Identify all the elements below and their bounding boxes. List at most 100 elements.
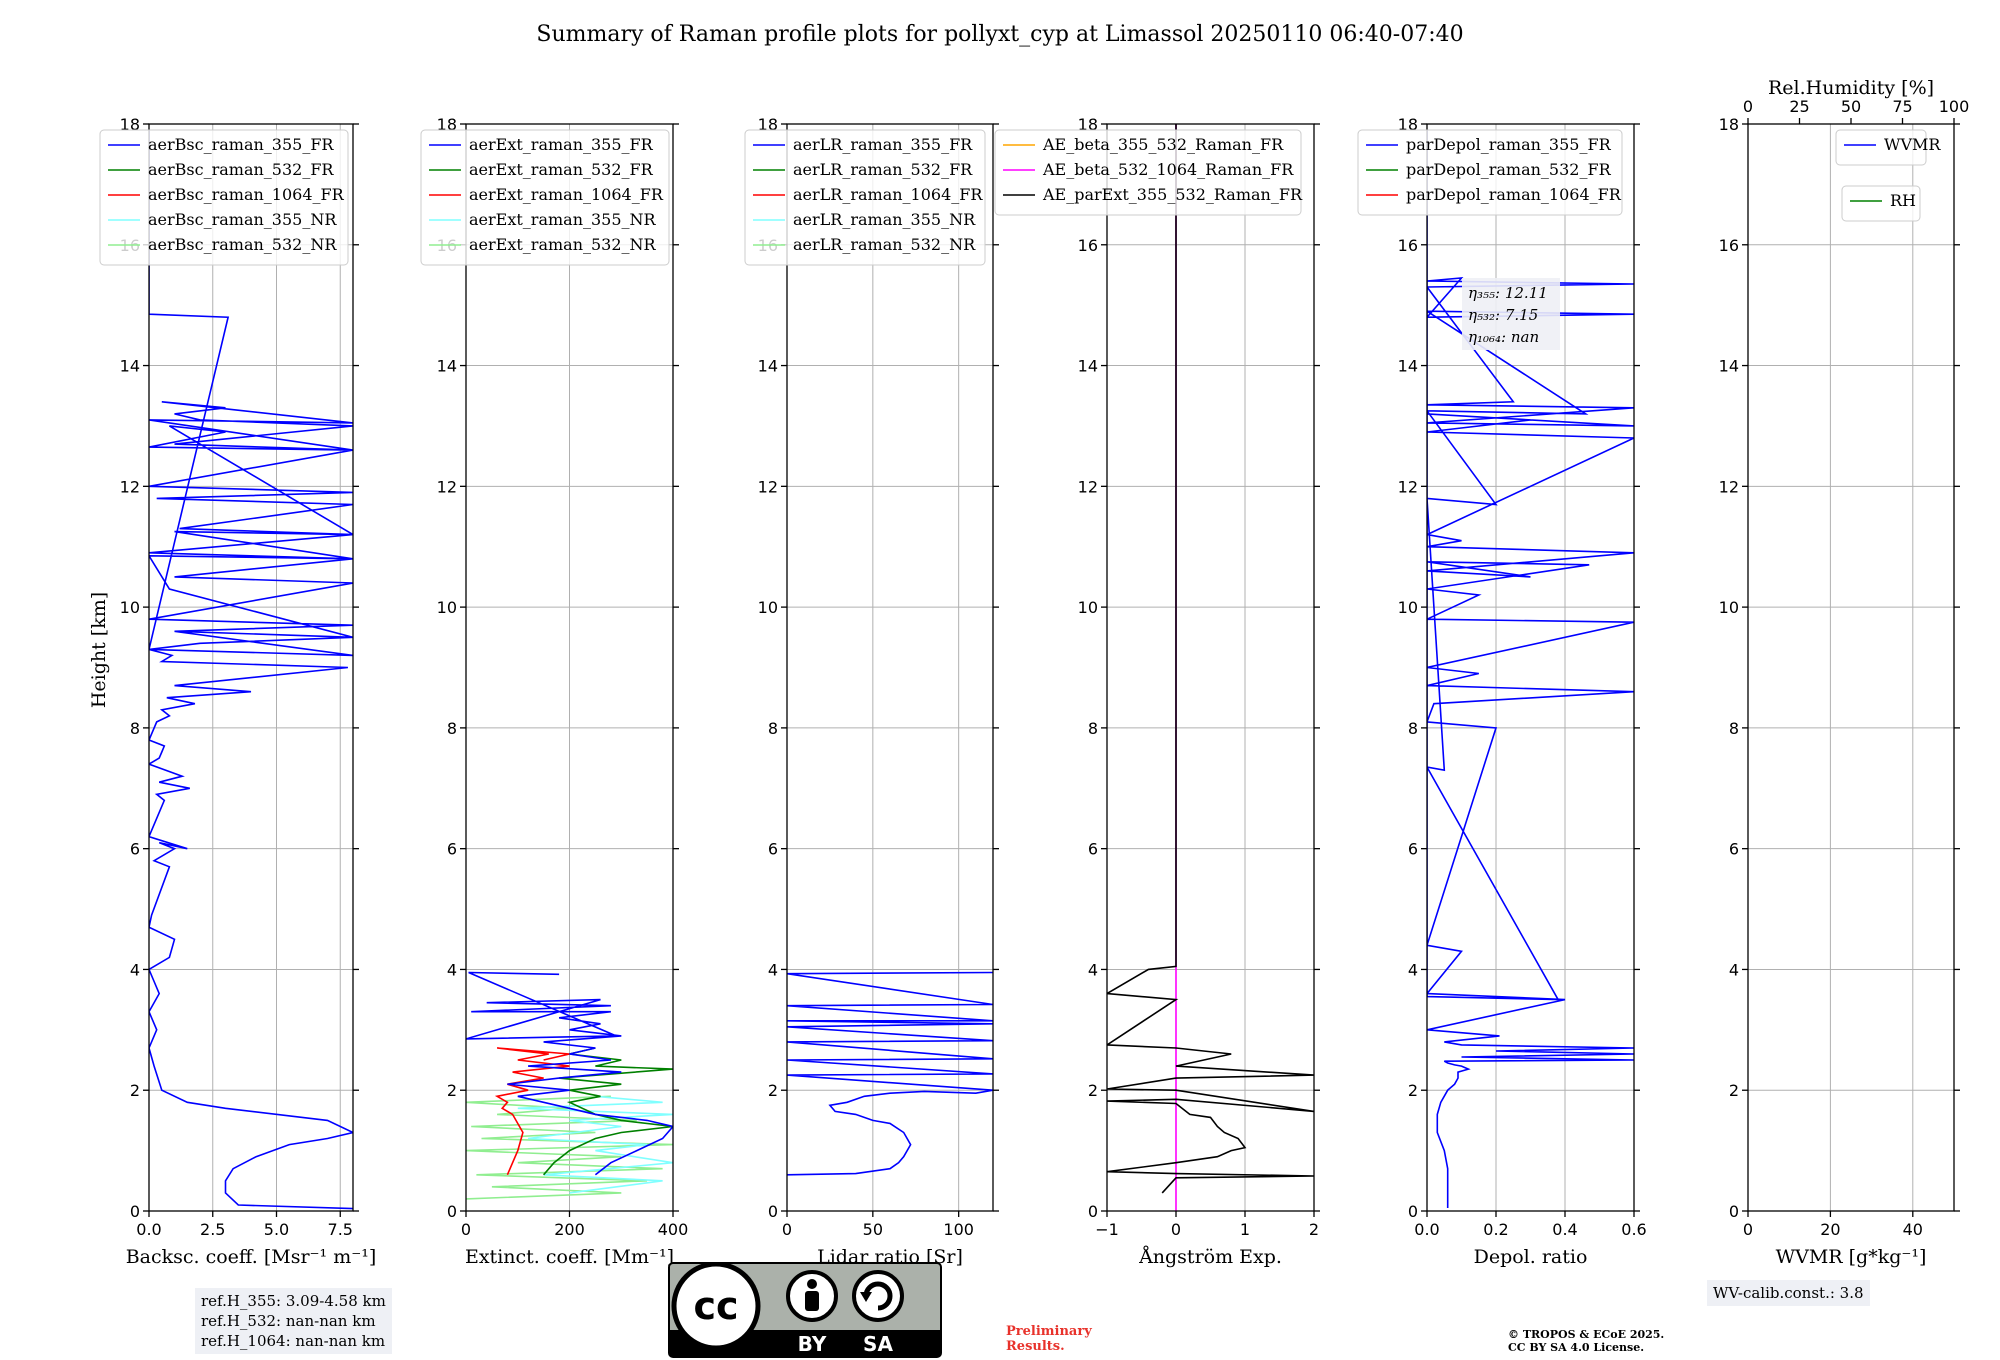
x-tick-label: 0	[461, 1220, 471, 1239]
y-tick-label: 12	[1719, 477, 1739, 496]
ref-height-532: ref.H_532: nan-nan km	[201, 1312, 376, 1330]
legend-entry: aerBsc_raman_355_NR	[148, 210, 337, 229]
person-icon	[786, 1270, 838, 1322]
x-axis-label: Backsc. coeff. [Msr⁻¹ m⁻¹]	[126, 1246, 377, 1268]
series-aerLR_raman_355_FR	[787, 971, 993, 1176]
copyright-note: © TROPOS & ECoE 2025. CC BY SA 4.0 Licen…	[1508, 1328, 1664, 1354]
y-tick-label: 8	[130, 719, 140, 738]
x-tick-label: 0.4	[1552, 1220, 1577, 1239]
legend-entry: aerLR_raman_532_FR	[793, 160, 973, 179]
sa-text: SA	[863, 1332, 893, 1356]
legend-box	[1841, 185, 1921, 222]
legend-entry: parDepol_raman_355_FR	[1406, 135, 1612, 154]
x-tick-label: 20	[1820, 1220, 1840, 1239]
y-tick-label: 8	[1729, 719, 1739, 738]
y-tick-label: 16	[1078, 236, 1098, 255]
x-tick-label: 0.6	[1621, 1220, 1646, 1239]
legend-entry: AE_parExt_355_532_Raman_FR	[1042, 185, 1303, 204]
x-tick-label: 50	[863, 1220, 883, 1239]
y-tick-label: 8	[768, 719, 778, 738]
x-axis-label: Extinct. coeff. [Mm⁻¹]	[465, 1246, 674, 1268]
y-tick-label: 18	[120, 115, 140, 134]
figure-title: Summary of Raman profile plots for polly…	[536, 22, 1464, 47]
y-tick-label: 16	[1398, 236, 1418, 255]
y-tick-label: 12	[1398, 477, 1418, 496]
top-x-axis-label: Rel.Humidity [%]	[1768, 77, 1934, 99]
y-tick-label: 4	[768, 960, 778, 979]
y-tick-label: 0	[1088, 1202, 1098, 1221]
x-axis-label: WVMR [g*kg⁻¹]	[1776, 1246, 1927, 1268]
y-tick-label: 0	[768, 1202, 778, 1221]
x-tick-label: 0.2	[1483, 1220, 1508, 1239]
legend-box	[420, 129, 670, 266]
legend-entry: parDepol_raman_1064_FR	[1406, 185, 1622, 204]
y-tick-label: 18	[1078, 115, 1098, 134]
axes-frame	[1426, 123, 1635, 1212]
x-tick-label: 2	[1309, 1220, 1319, 1239]
axes-frame	[148, 123, 354, 1212]
legend-entry: aerBsc_raman_355_FR	[148, 135, 334, 154]
y-tick-label: 2	[1408, 1081, 1418, 1100]
x-tick-label: 7.5	[328, 1220, 353, 1239]
top-x-tick-label: 75	[1892, 97, 1912, 116]
legend-entry: WVMR	[1884, 135, 1941, 154]
series-aerExt_raman_355_FR	[466, 971, 673, 1176]
legend-entry: aerBsc_raman_1064_FR	[148, 185, 345, 204]
y-tick-label: 6	[130, 840, 140, 859]
legend-entry: aerBsc_raman_532_FR	[148, 160, 334, 179]
legend-entry: aerBsc_raman_532_NR	[148, 235, 337, 254]
x-tick-label: 40	[1903, 1220, 1923, 1239]
series-AE_parExt_355_532_Raman_FR	[1107, 124, 1314, 1194]
panel-dep: 0 2 4 6 8 10 12 14 16 18 0.0 0.2 0.4 0.6 Depol. ratio p…	[1357, 115, 1647, 1268]
y-tick-label: 12	[120, 477, 140, 496]
y-tick-label: 6	[447, 840, 457, 859]
y-tick-label: 2	[1088, 1081, 1098, 1100]
legend-box	[1357, 129, 1623, 216]
by-text: BY	[798, 1332, 827, 1356]
legend-entry: AE_beta_532_1064_Raman_FR	[1042, 160, 1294, 179]
y-tick-label: 2	[1729, 1081, 1739, 1100]
y-tick-label: 6	[1408, 840, 1418, 859]
ref-height-355: ref.H_355: 3.09-4.58 km	[201, 1292, 386, 1310]
series-parDepol_raman_355_FR	[1427, 130, 1634, 1208]
legend-box	[994, 129, 1302, 216]
y-tick-label: 14	[1078, 357, 1098, 376]
y-tick-label: 14	[758, 357, 778, 376]
ref-height-1064: ref.H_1064: nan-nan km	[201, 1332, 386, 1350]
copyright-line-2: CC BY SA 4.0 License.	[1508, 1341, 1645, 1354]
legend-entry: aerExt_raman_1064_FR	[469, 185, 664, 204]
eta-1064-label: η₁₀₆₄: nan	[1468, 328, 1539, 346]
y-tick-label: 18	[437, 115, 457, 134]
y-tick-label: 0	[1729, 1202, 1739, 1221]
y-tick-label: 6	[768, 840, 778, 859]
y-tick-label: 18	[1719, 115, 1739, 134]
eta-355-label: η₃₅₅: 12.11	[1468, 284, 1548, 302]
top-x-tick-label: 50	[1841, 97, 1861, 116]
y-tick-label: 12	[1078, 477, 1098, 496]
wv-calib-box: WV-calib.const.: 3.8	[1707, 1280, 1870, 1306]
x-tick-label: 0.0	[136, 1220, 161, 1239]
legend-box	[1835, 129, 1927, 166]
preliminary-note: Preliminary Results.	[1006, 1324, 1092, 1354]
y-tick-label: 8	[1088, 719, 1098, 738]
top-x-tick-label: 25	[1789, 97, 1809, 116]
eta-532-label: η₅₃₂: 7.15	[1468, 306, 1538, 324]
y-tick-label: 10	[437, 598, 457, 617]
legend-entry: RH	[1890, 191, 1916, 210]
cc-logo-text: cc	[693, 1284, 738, 1328]
y-tick-label: 10	[120, 598, 140, 617]
x-tick-label: 2.5	[200, 1220, 225, 1239]
y-tick-label: 10	[1719, 598, 1739, 617]
copyright-line-1: © TROPOS & ECoE 2025.	[1508, 1328, 1665, 1341]
y-tick-label: 2	[447, 1081, 457, 1100]
y-tick-label: 16	[1719, 236, 1739, 255]
y-tick-label: 14	[120, 357, 140, 376]
share-alike-icon	[852, 1270, 904, 1322]
y-tick-label: 12	[437, 477, 457, 496]
y-tick-label: 2	[130, 1081, 140, 1100]
axes-frame	[1106, 123, 1315, 1212]
legend-entry: aerLR_raman_532_NR	[793, 235, 976, 254]
